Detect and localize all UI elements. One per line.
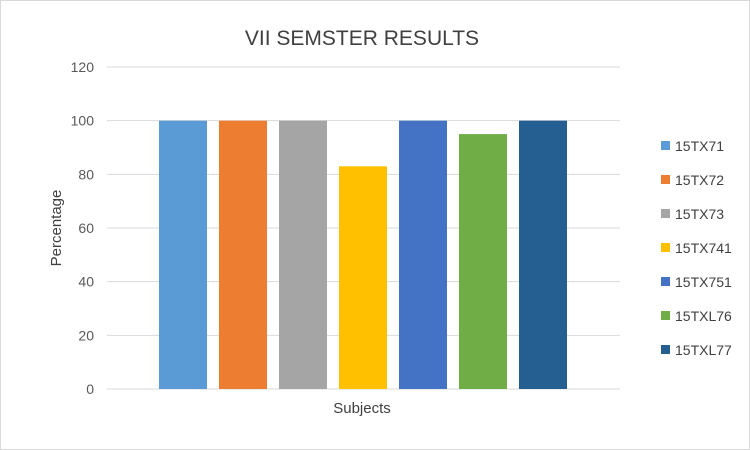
y-tick-label: 100 bbox=[71, 113, 95, 129]
x-axis-title: Subjects bbox=[333, 400, 391, 417]
legend-label: 15TX751 bbox=[675, 274, 732, 290]
bar-15tx72 bbox=[219, 120, 267, 390]
legend-swatch bbox=[661, 209, 670, 218]
legend-swatch bbox=[661, 141, 670, 150]
y-tick-label: 120 bbox=[71, 59, 95, 75]
y-axis-title: Percentage bbox=[48, 190, 65, 267]
bar-15tx751 bbox=[399, 120, 447, 390]
legend-label: 15TXL77 bbox=[675, 342, 732, 358]
legend-swatch bbox=[661, 345, 670, 354]
bar-15tx71 bbox=[159, 120, 207, 390]
legend-label: 15TX741 bbox=[675, 240, 732, 256]
y-tick-label: 40 bbox=[78, 274, 94, 290]
legend-label: 15TX71 bbox=[675, 138, 724, 154]
legend-label: 15TXL76 bbox=[675, 308, 732, 324]
bars bbox=[159, 120, 567, 390]
legend-swatch bbox=[661, 243, 670, 252]
bar-15tx741 bbox=[339, 166, 387, 389]
y-tick-label: 20 bbox=[78, 327, 94, 343]
chart-title: VII SEMSTER RESULTS bbox=[245, 27, 479, 50]
y-axis-ticks: 0 20 40 60 80 100 120 bbox=[71, 59, 95, 397]
legend-swatch bbox=[661, 311, 670, 320]
legend-swatch bbox=[661, 277, 670, 286]
legend-label: 15TX72 bbox=[675, 172, 724, 188]
legend: 15TX71 15TX72 15TX73 15TX741 15TX751 15TXL76 1… bbox=[661, 138, 732, 358]
y-tick-label: 80 bbox=[78, 166, 94, 182]
legend-label: 15TX73 bbox=[675, 206, 724, 222]
bar-15tx73 bbox=[279, 120, 327, 390]
bar-15txl76 bbox=[459, 134, 507, 389]
y-tick-label: 0 bbox=[86, 381, 94, 397]
legend-swatch bbox=[661, 175, 670, 184]
bar-15txl77 bbox=[519, 120, 567, 390]
y-tick-label: 60 bbox=[78, 220, 94, 236]
